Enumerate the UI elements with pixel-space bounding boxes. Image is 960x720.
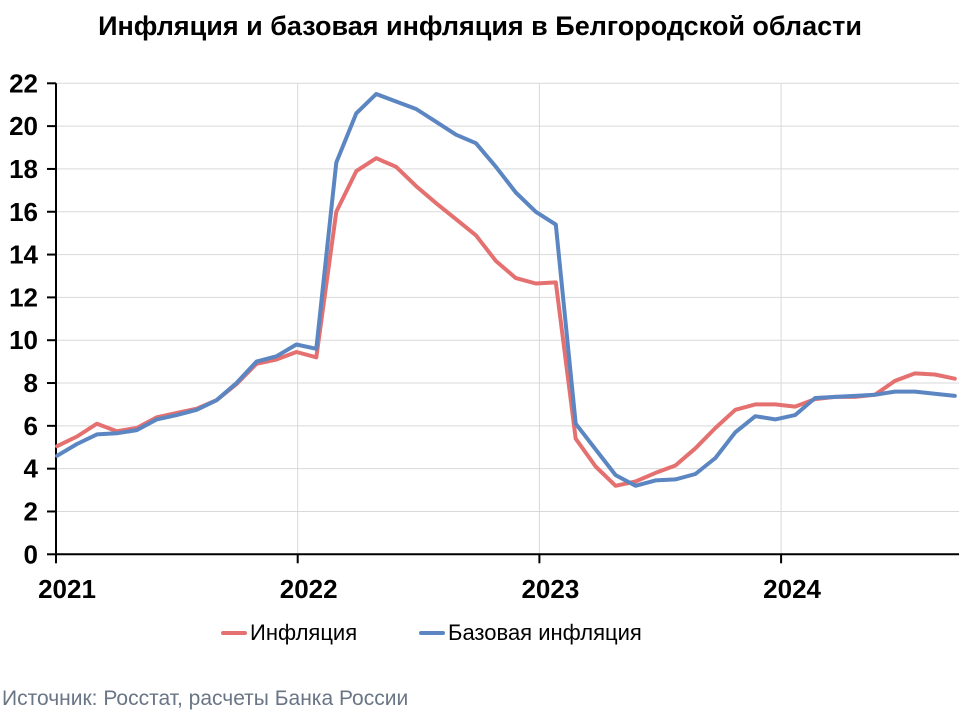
series-line-inflation xyxy=(55,156,957,488)
x-tick-label-2022: 2022 xyxy=(280,574,338,604)
y-tick-label-4: 4 xyxy=(24,454,39,484)
y-tick-label-12: 12 xyxy=(9,282,38,312)
y-tick-label-8: 8 xyxy=(24,368,38,398)
y-tick-label-22: 22 xyxy=(9,68,38,98)
y-tick-label-16: 16 xyxy=(9,197,38,227)
y-tick-label-14: 14 xyxy=(9,240,38,270)
legend-swatch-core-inflation xyxy=(419,631,445,635)
y-tick-label-0: 0 xyxy=(24,539,38,569)
source-note: Источник: Росстат, расчеты Банка России xyxy=(2,687,409,710)
legend-item-inflation: Инфляция xyxy=(221,618,357,648)
legend-swatch-inflation xyxy=(221,631,247,635)
y-tick-label-6: 6 xyxy=(24,411,38,441)
legend-label-core-inflation: Базовая инфляция xyxy=(448,620,642,645)
y-tick-label-18: 18 xyxy=(9,154,38,184)
x-tick-label-2021: 2021 xyxy=(38,574,96,604)
series-line-core-inflation xyxy=(55,92,957,488)
chart-title: Инфляция и базовая инфляция в Белгородск… xyxy=(98,11,862,41)
y-tick-label-2: 2 xyxy=(24,496,38,526)
x-tick-label-2023: 2023 xyxy=(521,574,579,604)
y-tick-label-10: 10 xyxy=(9,325,38,355)
y-tick-label-20: 20 xyxy=(9,111,38,141)
legend-item-core-inflation: Базовая инфляция xyxy=(419,618,642,648)
legend-label-inflation: Инфляция xyxy=(250,620,358,645)
chart-legend: Инфляция Базовая инфляция xyxy=(0,618,960,650)
x-tick-label-2024: 2024 xyxy=(763,574,821,604)
